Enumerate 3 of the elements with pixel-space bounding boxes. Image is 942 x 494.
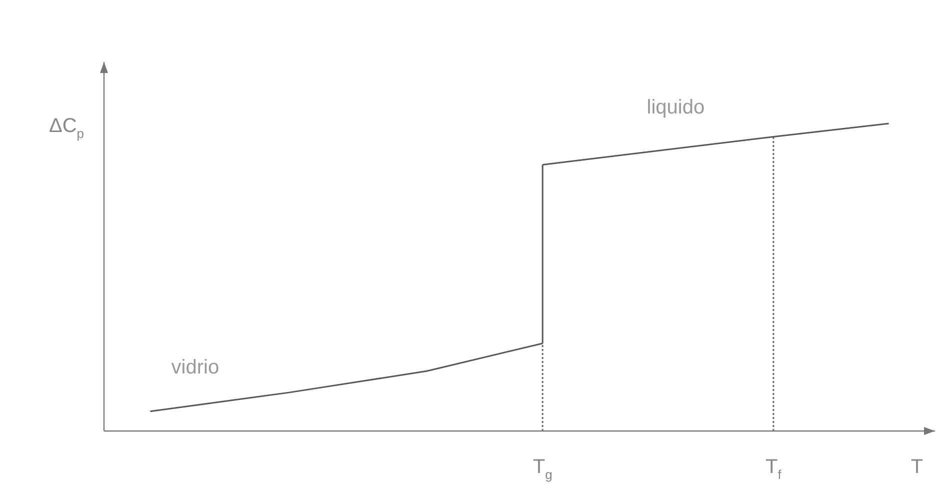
series-label: vidrio [171, 356, 220, 378]
x-axis-title: T [910, 456, 924, 478]
series-label: liquido [646, 96, 705, 118]
